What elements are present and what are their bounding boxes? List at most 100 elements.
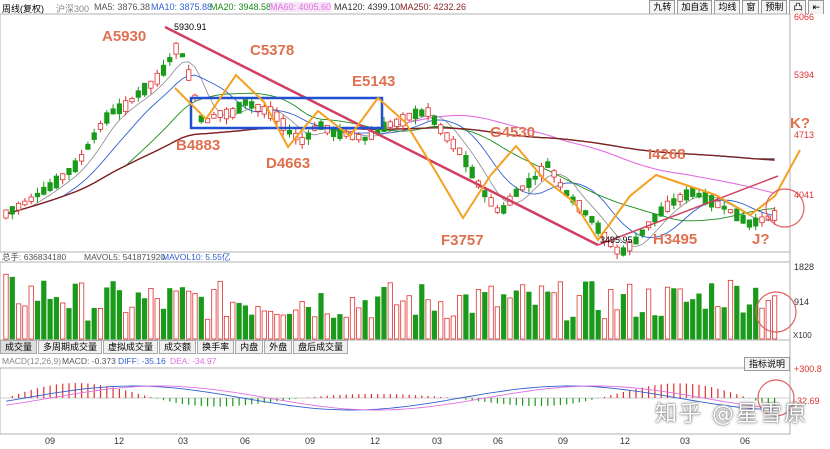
candle-body (734, 208, 740, 222)
candle-body (463, 155, 469, 168)
dea-readout: DEA: -34.97 (170, 356, 217, 366)
highlight-circle-macd (757, 379, 795, 417)
candle-body (255, 104, 261, 112)
candle-body (47, 182, 53, 191)
candle-body (160, 64, 167, 76)
volume-bar (66, 308, 72, 340)
volume-bar (595, 310, 601, 340)
volume-bar (330, 317, 337, 340)
volume-bar (211, 289, 217, 340)
tab-virtual-volume[interactable]: 虚拟成交量 (103, 340, 159, 354)
wave-label-j: J? (752, 231, 770, 248)
volume-bar (362, 300, 368, 340)
candle-body (690, 187, 696, 197)
price-tick-2: 5394 (794, 70, 814, 80)
tab-multi-period-volume[interactable]: 多周期成交量 (38, 340, 103, 354)
candle-body (633, 236, 639, 245)
candle-body (583, 210, 589, 216)
diff-readout: DIFF: -35.16 (118, 356, 166, 366)
lock-icon[interactable]: 凸 (789, 0, 807, 14)
x-tick: 09 (305, 436, 315, 446)
candle-body (167, 57, 173, 63)
index-name: 沪深300 (56, 4, 90, 14)
candle-body (614, 246, 620, 255)
candle-body (249, 101, 255, 109)
candle-body (72, 160, 78, 173)
volume-bar (261, 310, 267, 340)
volume-bar (652, 315, 658, 340)
volume-bar (129, 306, 135, 340)
volume-bar (526, 291, 532, 340)
candle-body (608, 240, 614, 248)
volume-bar (22, 305, 28, 340)
jiuzhuan-button[interactable]: 九转 (649, 0, 676, 14)
volume-bar (349, 297, 356, 340)
volume-bar (41, 280, 47, 340)
ma-line (5, 74, 775, 238)
candle-body (28, 196, 34, 202)
preset-button[interactable]: 预制 (761, 0, 788, 14)
volume-bar (709, 283, 715, 340)
tab-after-hours-volume[interactable]: 盘后成交量 (293, 340, 349, 354)
candle-body (444, 132, 450, 142)
add-watchlist-button[interactable]: 加自选 (677, 0, 713, 14)
candle-body (532, 175, 538, 180)
volume-bar (343, 316, 349, 340)
candle-body (740, 214, 746, 224)
tab-outer-volume[interactable]: 外盘 (264, 340, 293, 354)
candle-body (242, 99, 248, 106)
volume-bar (72, 283, 78, 340)
volume-bar (734, 285, 740, 340)
volume-bar (154, 298, 160, 340)
volume-bar (47, 298, 53, 340)
window-button[interactable]: 窗 (742, 0, 760, 14)
volume-bar (186, 290, 192, 340)
volume-bar (53, 297, 60, 340)
volume-bar (255, 306, 261, 340)
indicator-help-button[interactable]: 指标说明 (743, 357, 790, 371)
candle-body (34, 192, 41, 198)
volume-bar (179, 287, 185, 340)
volume-bar (677, 288, 683, 340)
volume-bar (3, 273, 9, 340)
price-tick-3: 4713 (794, 130, 814, 140)
volume-bar (671, 288, 677, 340)
candle-body (406, 112, 412, 121)
candle-body (53, 175, 60, 189)
candle-body (482, 190, 488, 198)
volume-bar (450, 315, 456, 340)
volume-bar (639, 312, 645, 340)
volume-bar (482, 292, 488, 340)
macd-tick-2: -32.69 (794, 396, 820, 406)
tab-turnover-rate[interactable]: 换手率 (197, 340, 235, 354)
volume-bar (267, 310, 274, 340)
volume-bar (230, 301, 236, 340)
volume-bar (576, 295, 582, 340)
downtrend-line (164, 25, 599, 247)
tab-turnover-amount[interactable]: 成交额 (159, 340, 197, 354)
volume-bar (444, 317, 450, 340)
volume-bar (305, 307, 312, 340)
volume-bar (160, 308, 167, 340)
volume-bar (299, 301, 305, 340)
volume-bar (469, 312, 475, 340)
x-tick: 12 (114, 436, 124, 446)
x-tick: 03 (680, 436, 690, 446)
tab-volume[interactable]: 成交量 (0, 340, 38, 354)
price-tick-1: 6066 (794, 12, 814, 22)
candle-body (412, 108, 419, 119)
volume-bar (425, 299, 431, 340)
toolbar-buttons: 九转 加自选 均线 窗 预制 凸 ⇤ (649, 0, 824, 14)
candle-body (557, 182, 564, 188)
candle-body (41, 186, 47, 195)
candle-body (223, 108, 230, 120)
ma250-readout: MA250: 4232.26 (400, 2, 467, 12)
volume-bar (431, 310, 438, 340)
candle-body (318, 121, 324, 130)
volume-bar (104, 287, 110, 340)
back-icon[interactable]: ⇤ (808, 0, 824, 14)
volume-bar (658, 315, 664, 340)
candle-body (274, 111, 280, 122)
ma-button[interactable]: 均线 (714, 0, 741, 14)
tab-inner-volume[interactable]: 内盘 (235, 340, 264, 354)
